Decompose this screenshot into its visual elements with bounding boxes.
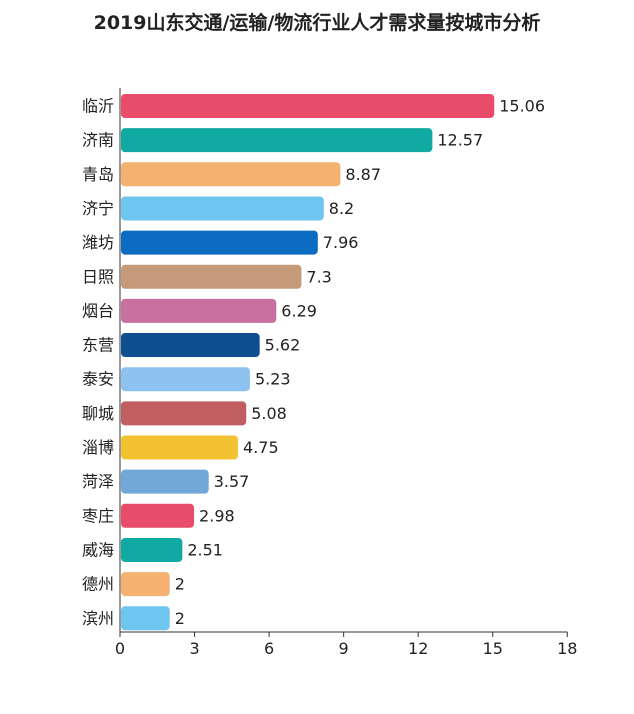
- bar-2: [121, 128, 433, 153]
- category-label: 德州: [82, 575, 114, 594]
- x-tick-label: 18: [557, 639, 577, 658]
- value-label: 5.62: [265, 336, 301, 355]
- bar-9: [121, 367, 250, 392]
- category-label: 泰安: [82, 370, 114, 389]
- value-label: 3.57: [214, 472, 250, 491]
- x-tick-label: 15: [483, 639, 503, 658]
- bar-15: [121, 572, 170, 597]
- value-label: 5.08: [251, 404, 287, 423]
- value-label: 15.06: [499, 97, 545, 116]
- bar-3: [121, 162, 341, 187]
- category-label: 济宁: [82, 199, 114, 218]
- category-label: 烟台: [82, 301, 114, 320]
- value-label: 2.51: [187, 540, 223, 559]
- bar-13: [121, 503, 195, 528]
- x-tick-label: 3: [189, 639, 199, 658]
- value-label: 2: [175, 575, 185, 594]
- bars-layer: 临沂 15.06 济南 12.57 青岛 8.87 济宁 8.2 潍坊 7.96 日照 7.3 烟台 6.…: [82, 94, 545, 631]
- value-label: 7.96: [323, 233, 359, 252]
- bar-5: [121, 230, 318, 255]
- category-label: 威海: [82, 540, 114, 559]
- chart-title: 2019山东交通/运输/物流行业人才需求量按城市分析: [93, 12, 541, 34]
- category-label: 枣庄: [82, 506, 114, 525]
- bar-7: [121, 298, 277, 323]
- bar-1: [121, 94, 495, 118]
- category-label: 济南: [82, 131, 114, 150]
- category-label: 东营: [82, 336, 114, 355]
- category-label: 菏泽: [82, 472, 114, 491]
- value-label: 5.23: [255, 370, 291, 389]
- bar-10: [121, 401, 247, 426]
- category-label: 日照: [82, 267, 114, 286]
- category-label: 潍坊: [82, 233, 114, 252]
- bar-4: [121, 196, 324, 221]
- category-label: 临沂: [82, 97, 114, 116]
- bar-6: [121, 264, 302, 289]
- category-label: 聊城: [82, 404, 114, 423]
- category-label: 滨州: [82, 609, 114, 628]
- bar-8: [121, 333, 260, 358]
- value-label: 8.87: [345, 165, 381, 184]
- value-label: 4.75: [243, 438, 279, 457]
- bar-14: [121, 537, 183, 562]
- value-label: 8.2: [329, 199, 354, 218]
- x-tick-label: 9: [339, 639, 349, 658]
- x-axis-ticks: 0 3 6 9 12 15 18: [115, 632, 577, 658]
- value-label: 2: [175, 609, 185, 628]
- x-tick-label: 0: [115, 639, 125, 658]
- x-tick-label: 12: [408, 639, 428, 658]
- value-label: 6.29: [281, 301, 317, 320]
- x-tick-label: 6: [264, 639, 274, 658]
- category-label: 青岛: [82, 165, 114, 184]
- value-label: 12.57: [437, 131, 483, 150]
- bar-16: [121, 606, 170, 631]
- category-label: 淄博: [82, 438, 114, 457]
- value-label: 2.98: [199, 506, 235, 525]
- bar-11: [121, 435, 239, 460]
- value-label: 7.3: [306, 267, 331, 286]
- bar-12: [121, 469, 209, 494]
